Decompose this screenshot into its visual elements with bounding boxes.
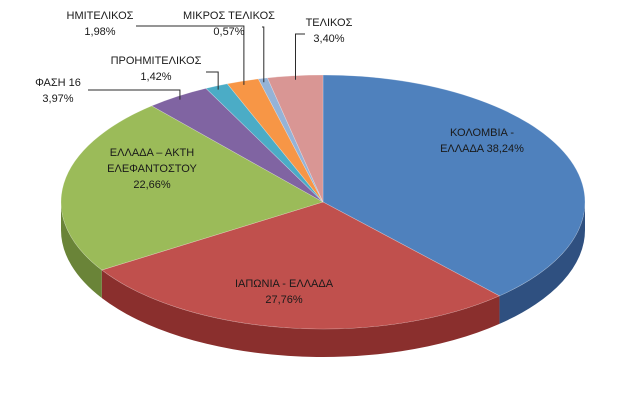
- pie-slices: [60, 74, 586, 330]
- label-iaponia-value: 27,76%: [265, 294, 303, 306]
- leader-line-7: [262, 26, 265, 83]
- slice-6-top: [226, 78, 324, 203]
- slice-4-top: [151, 88, 324, 203]
- label-kolombia-value: ΕΛΛΑΔΑ 38,24%: [440, 143, 524, 155]
- label-proimitelikos-value: 1,42%: [140, 71, 171, 83]
- leader-lines: [88, 25, 305, 100]
- slice-3-side: [61, 202, 102, 299]
- label-iaponia-name: ΙΑΠΩΝΙΑ - ΕΛΛΑΔΑ: [235, 278, 334, 290]
- slice-7-top: [257, 77, 324, 203]
- leader-line-6: [136, 25, 245, 85]
- slice-2-top: [101, 201, 501, 330]
- slice-3-top: [60, 105, 324, 271]
- label-mikros-name: ΜΙΚΡΟΣ ΤΕΛΙΚΟΣ: [183, 10, 275, 22]
- data-labels: ΚΟΛΟΜΒΙΑ - ΕΛΛΑΔΑ 38,24% ΙΑΠΩΝΙΑ - ΕΛΛΑΔ…: [35, 10, 524, 306]
- slice-1-top: [322, 74, 586, 297]
- label-proimitelikos-name: ΠΡΟΗΜΙΤΕΛΙΚΟΣ: [111, 55, 202, 67]
- label-telikos-name: ΤΕΛΙΚΟΣ: [306, 17, 353, 29]
- leader-line-8: [294, 33, 305, 80]
- leader-line-5: [206, 71, 219, 90]
- slice-2-side: [101, 270, 500, 357]
- label-fasi-value: 3,97%: [42, 93, 73, 105]
- slice-1-side: [499, 202, 585, 324]
- label-ellada-value: 22,66%: [133, 179, 171, 191]
- label-mikros-value: 0,57%: [213, 26, 244, 38]
- label-kolombia-name: ΚΟΛΟΜΒΙΑ -: [450, 127, 514, 139]
- label-imitelikos-name: ΗΜΙΤΕΛΙΚΟΣ: [67, 10, 134, 22]
- label-fasi-name: ΦΑΣΗ 16: [35, 77, 81, 89]
- label-imitelikos-value: 1,98%: [84, 26, 115, 38]
- leader-line-4: [88, 89, 181, 100]
- label-ellada-name-2: ΕΛΕΦΑΝΤΟΣΤΟΥ: [107, 163, 197, 175]
- label-ellada-name: ΕΛΛΑΔΑ – ΑΚΤΗ: [110, 147, 194, 159]
- label-telikos-value: 3,40%: [313, 33, 344, 45]
- slice-5-top: [205, 83, 324, 203]
- pie-sides: [61, 202, 585, 357]
